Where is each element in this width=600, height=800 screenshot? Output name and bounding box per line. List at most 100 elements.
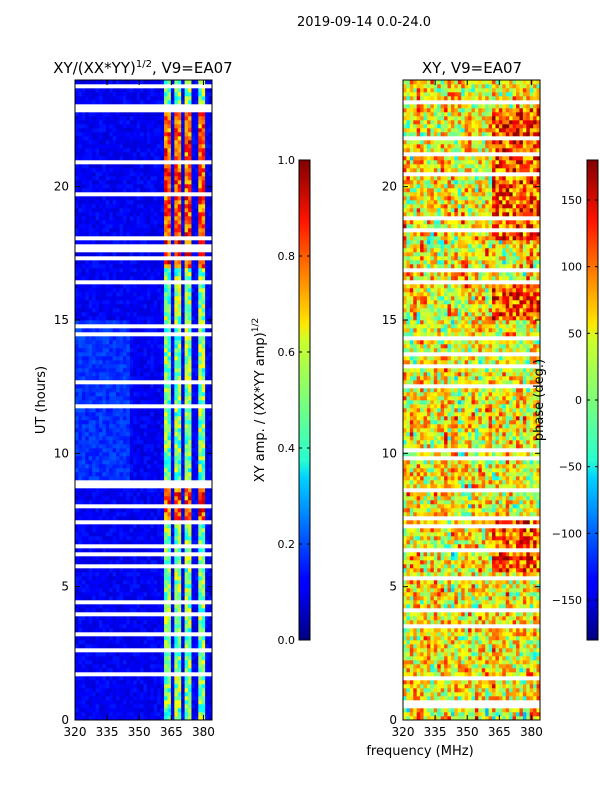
amplitude-heatmap-cell: [143, 548, 148, 553]
amplitude-heatmap-cell: [143, 560, 148, 565]
amplitude-heatmap-cell: [112, 252, 117, 257]
amplitude-heatmap-cell: [102, 360, 107, 365]
amplitude-heatmap-cell: [129, 376, 134, 381]
amplitude-heatmap-cell: [157, 452, 161, 457]
amplitude-heatmap-cell: [191, 304, 196, 309]
amplitude-heatmap-cell: [201, 272, 206, 277]
amplitude-heatmap-cell: [170, 472, 175, 477]
amplitude-heatmap-cell: [177, 716, 182, 721]
amplitude-heatmap-cell: [184, 540, 189, 545]
amplitude-heatmap-cell: [102, 388, 107, 393]
amplitude-heatmap-cell: [174, 408, 179, 413]
amplitude-heatmap-cell: [129, 664, 134, 669]
amplitude-heatmap-cell: [98, 664, 103, 669]
amplitude-heatmap-cell: [136, 456, 141, 461]
amplitude-heatmap-cell: [167, 472, 172, 477]
amplitude-heatmap-cell: [92, 172, 96, 177]
amplitude-heatmap-cell: [81, 704, 86, 709]
amplitude-heatmap-cell: [201, 136, 206, 141]
amplitude-heatmap-cell: [81, 620, 86, 625]
amplitude-heatmap-cell: [194, 272, 199, 277]
amplitude-heatmap-cell: [208, 416, 213, 421]
amplitude-heatmap-cell: [129, 272, 134, 277]
amplitude-heatmap-cell: [153, 528, 158, 533]
amplitude-heatmap-cell: [78, 644, 83, 649]
amplitude-heatmap-cell: [78, 196, 83, 201]
amplitude-heatmap-cell: [98, 684, 103, 689]
amplitude-heatmap-cell: [153, 540, 158, 545]
amplitude-heatmap-cell: [174, 528, 179, 533]
amplitude-heatmap-cell: [85, 704, 89, 709]
amplitude-heatmap-cell: [112, 316, 117, 321]
amplitude-heatmap-cell: [157, 460, 161, 465]
amplitude-heatmap-cell: [201, 368, 206, 373]
amplitude-heatmap-cell: [78, 212, 83, 217]
amplitude-heatmap-cell: [208, 548, 213, 553]
amplitude-heatmap-cell: [184, 500, 189, 505]
amplitude-heatmap-cell: [198, 556, 203, 561]
amplitude-heatmap-cell: [140, 592, 144, 597]
amplitude-heatmap-cell: [150, 348, 155, 353]
amplitude-heatmap-cell: [92, 712, 96, 717]
amplitude-heatmap-cell: [136, 208, 141, 213]
amplitude-heatmap-cell: [88, 264, 93, 269]
amplitude-heatmap-cell: [85, 184, 89, 189]
amplitude-heatmap-cell: [129, 168, 134, 173]
amplitude-heatmap-cell: [188, 680, 192, 685]
amplitude-heatmap-cell: [153, 716, 158, 721]
amplitude-heatmap-cell: [184, 700, 189, 705]
amplitude-heatmap-cell: [184, 156, 189, 161]
amplitude-heatmap-cell: [95, 152, 100, 157]
amplitude-heatmap-cell: [164, 448, 168, 453]
amplitude-heatmap-cell: [153, 172, 158, 177]
amplitude-heatmap-cell: [184, 712, 189, 717]
amplitude-heatmap-cell: [160, 712, 165, 717]
amplitude-heatmap-cell: [177, 508, 182, 513]
amplitude-heatmap-cell: [174, 156, 179, 161]
amplitude-heatmap-cell: [181, 344, 185, 349]
amplitude-heatmap-cell: [109, 232, 113, 237]
amplitude-heatmap-cell: [129, 304, 134, 309]
amplitude-heatmap-cell: [92, 408, 96, 413]
amplitude-heatmap-cell: [122, 412, 127, 417]
amplitude-heatmap-cell: [122, 188, 127, 193]
amplitude-heatmap-cell: [153, 436, 158, 441]
amplitude-heatmap-cell: [78, 524, 83, 529]
amplitude-heatmap-cell: [174, 540, 179, 545]
amplitude-heatmap-cell: [88, 436, 93, 441]
amplitude-heatmap-cell: [201, 548, 206, 553]
amplitude-heatmap-cell: [95, 652, 100, 657]
amplitude-heatmap-cell: [88, 428, 93, 433]
amplitude-heatmap-cell: [98, 220, 103, 225]
amplitude-heatmap-cell: [129, 680, 134, 685]
amplitude-heatmap-cell: [188, 616, 192, 621]
amplitude-heatmap-cell: [133, 440, 137, 445]
amplitude-heatmap-cell: [181, 492, 185, 497]
amplitude-heatmap-flagged-row: [75, 280, 212, 285]
amplitude-heatmap-cell: [208, 220, 213, 225]
amplitude-heatmap-cell: [153, 684, 158, 689]
amplitude-heatmap-cell: [136, 196, 141, 201]
amplitude-heatmap-cell: [98, 136, 103, 141]
amplitude-title-sup: 1/2: [136, 59, 152, 70]
amplitude-heatmap-cell: [129, 620, 134, 625]
amplitude-heatmap-cell: [174, 224, 179, 229]
amplitude-heatmap-cell: [92, 252, 96, 257]
amplitude-heatmap-cell: [109, 252, 113, 257]
amplitude-heatmap-cell: [198, 492, 203, 497]
amplitude-heatmap-cell: [98, 320, 103, 325]
amplitude-heatmap-cell: [184, 400, 189, 405]
amplitude-heatmap-cell: [98, 472, 103, 477]
amplitude-heatmap-cell: [140, 696, 144, 701]
amplitude-heatmap-cell: [208, 304, 213, 309]
amplitude-heatmap-cell: [167, 184, 172, 189]
amplitude-heatmap-cell: [143, 316, 148, 321]
amplitude-heatmap-cell: [205, 432, 209, 437]
amplitude-heatmap-cell: [85, 328, 89, 333]
amplitude-heatmap-cell: [194, 336, 199, 341]
amplitude-heatmap-cell: [194, 652, 199, 657]
amplitude-heatmap-cell: [170, 216, 175, 221]
amplitude-heatmap-cell: [194, 716, 199, 721]
amplitude-heatmap-cell: [102, 440, 107, 445]
amplitude-heatmap-cell: [140, 296, 144, 301]
